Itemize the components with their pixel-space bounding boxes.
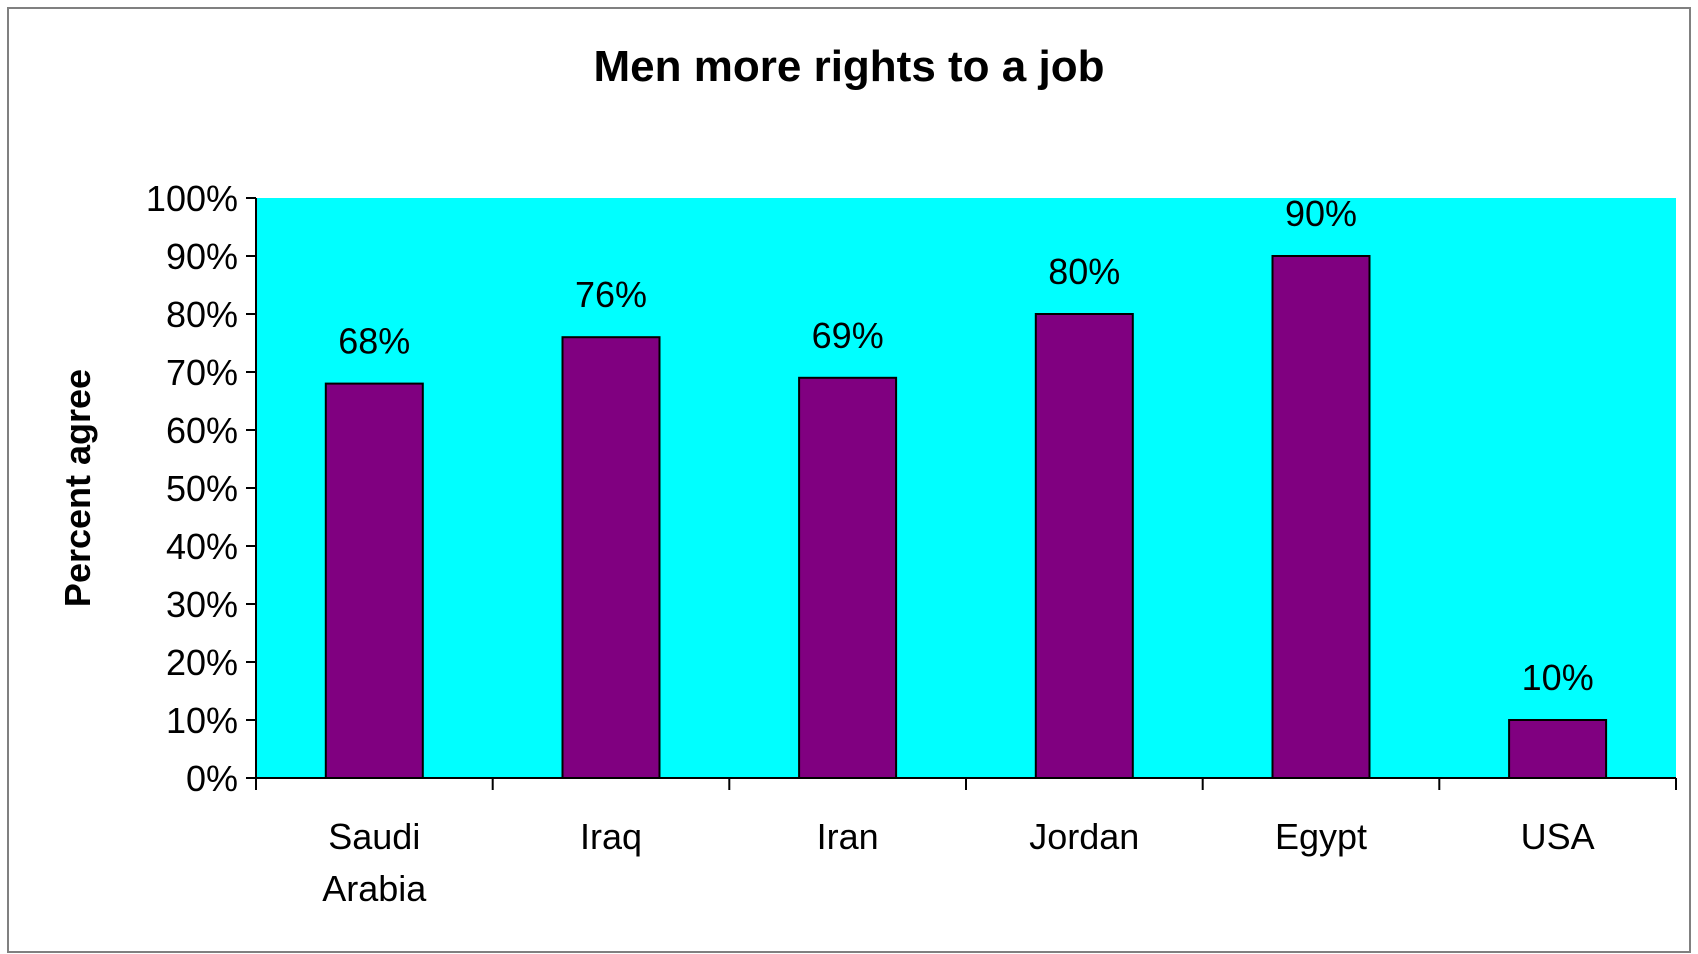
axes-layer xyxy=(246,197,1677,790)
x-category-label-line: Saudi xyxy=(328,816,420,857)
data-label-5: 10% xyxy=(1522,657,1594,698)
x-category-label-4: Egypt xyxy=(1275,816,1367,857)
y-axis-label: Percent agree xyxy=(57,369,98,607)
y-tick-label-0: 0% xyxy=(186,758,238,799)
bar-0 xyxy=(324,382,424,779)
data-label-4: 90% xyxy=(1285,193,1357,234)
bar-3 xyxy=(1034,313,1134,779)
bar-2 xyxy=(798,376,898,779)
x-category-label-line: Iraq xyxy=(580,816,642,857)
x-category-label-5: USA xyxy=(1521,816,1595,857)
plot-area xyxy=(256,198,1676,778)
labels-layer: 68% 76% 69% 80% 90% 10% 0% 10% 20% 30% 40% 50% 60% 70… xyxy=(146,178,1595,909)
x-category-label-line: USA xyxy=(1521,816,1595,857)
bar-5 xyxy=(1508,719,1608,779)
data-label-3: 80% xyxy=(1048,251,1120,292)
y-tick-label-7: 70% xyxy=(166,352,238,393)
x-category-label-line: Iran xyxy=(817,816,879,857)
x-category-label-0: Saudi Arabia xyxy=(322,816,427,909)
x-category-label-line: Egypt xyxy=(1275,816,1367,857)
y-tick-label-4: 40% xyxy=(166,526,238,567)
y-tick-label-3: 30% xyxy=(166,584,238,625)
x-category-label-line: Jordan xyxy=(1029,816,1139,857)
bar-1 xyxy=(561,336,661,779)
data-label-0: 68% xyxy=(338,321,410,362)
data-label-2: 69% xyxy=(812,315,884,356)
x-category-label-2: Iran xyxy=(817,816,879,857)
bars-layer xyxy=(324,255,1608,779)
y-tick-label-5: 50% xyxy=(166,468,238,509)
y-tick-label-6: 60% xyxy=(166,410,238,451)
bar-4 xyxy=(1271,255,1371,779)
x-category-label-1: Iraq xyxy=(580,816,642,857)
x-category-label-3: Jordan xyxy=(1029,816,1139,857)
y-tick-label-9: 90% xyxy=(166,236,238,277)
data-label-1: 76% xyxy=(575,274,647,315)
chart-title: Men more rights to a job xyxy=(594,42,1105,91)
y-tick-label-8: 80% xyxy=(166,294,238,335)
y-tick-label-1: 10% xyxy=(166,700,238,741)
x-category-label-line: Arabia xyxy=(322,868,427,909)
y-tick-label-2: 20% xyxy=(166,642,238,683)
y-tick-label-10: 100% xyxy=(146,178,238,219)
